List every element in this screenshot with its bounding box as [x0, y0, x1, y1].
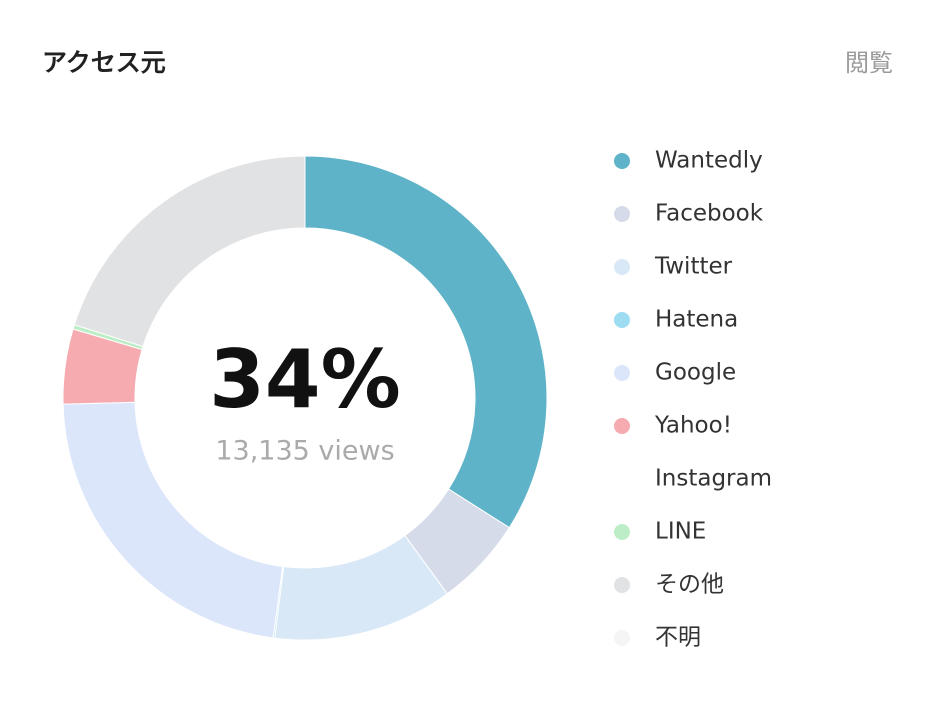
legend-swatch [614, 577, 630, 593]
legend-label: Hatena [655, 307, 738, 333]
legend-swatch [614, 259, 630, 275]
legend-label: その他 [655, 572, 724, 598]
legend-label: Google [655, 360, 736, 386]
donut-slice [73, 155, 306, 348]
legend-label: Twitter [654, 254, 733, 280]
legend-label: Facebook [655, 201, 764, 227]
donut-slice [304, 155, 548, 529]
metric-selector[interactable]: 閲覧 [845, 49, 893, 77]
legend-label: 不明 [655, 625, 701, 651]
legend-label: Instagram [655, 466, 772, 492]
legend-label: LINE [655, 519, 706, 545]
legend-swatch [614, 312, 630, 328]
legend-swatch [614, 630, 630, 646]
legend-swatch [614, 471, 630, 487]
donut [62, 155, 548, 641]
legend-swatch [614, 365, 630, 381]
legend-swatch [614, 524, 630, 540]
legend: Wantedly Facebook Twitter Hatena Google Yahoo… [614, 148, 772, 651]
widget-title: アクセス元 [42, 48, 166, 77]
legend-swatch [614, 153, 630, 169]
legend-swatch [614, 418, 630, 434]
legend-swatch [614, 206, 630, 222]
center-sublabel: 13,135 views [215, 436, 394, 467]
legend-label: Wantedly [655, 148, 763, 174]
legend-label: Yahoo! [654, 413, 732, 439]
center-label: 34% [209, 333, 400, 426]
